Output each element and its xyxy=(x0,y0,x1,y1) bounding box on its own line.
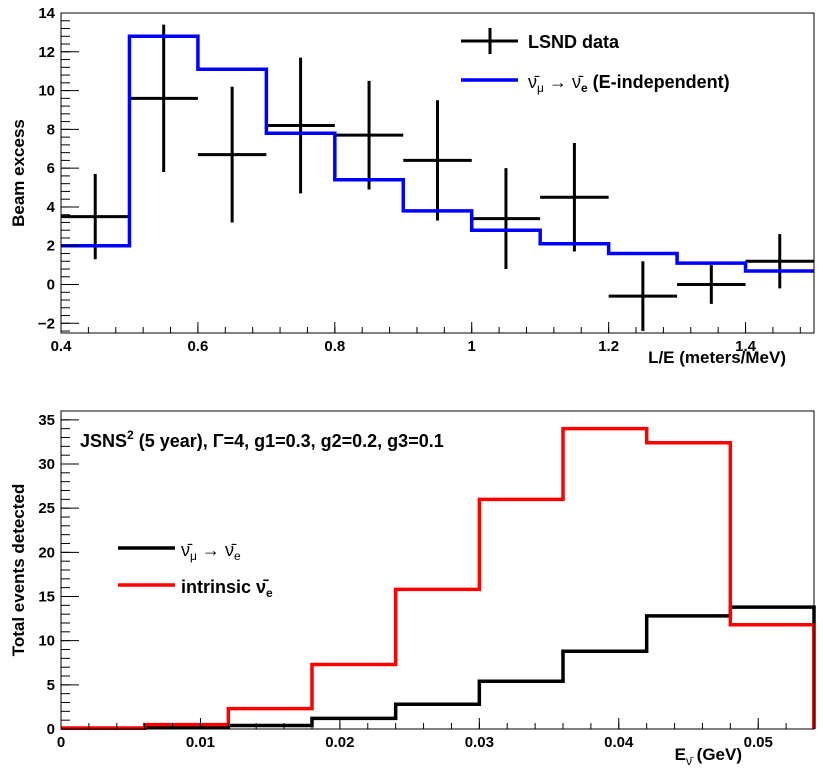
bottom-x-tick-label: 0.04 xyxy=(604,734,634,751)
bottom-axes: 0 0.01 0.02 0.03 0.04 0.05 0 5 10 15 20 25 30 35 xyxy=(38,410,815,751)
top-frame xyxy=(60,12,815,334)
bottom-y-tick-label: 25 xyxy=(38,500,55,517)
top-series-2-step xyxy=(61,34,814,273)
bottom-y-axis-label: Total events detected xyxy=(9,484,28,657)
top-legend: LSND data ν̄μ → ν̄e (E-independent) xyxy=(461,28,730,95)
legend-intrinsic-label: intrinsic ν̄e xyxy=(181,577,273,600)
bottom-y-tick-label: 5 xyxy=(47,677,55,694)
top-y-tick-label: 6 xyxy=(47,160,55,177)
top-x-tick-label: 1.2 xyxy=(598,338,619,355)
top-y-tick-label: −2 xyxy=(38,315,55,332)
bottom-frame xyxy=(60,410,815,730)
bottom-x-tick-label: 0.02 xyxy=(325,734,354,751)
top-x-tick-label: 0.6 xyxy=(187,338,208,355)
bottom-legend: ν̄μ → ν̄e intrinsic ν̄e xyxy=(118,540,273,600)
top-y-tick-label: 14 xyxy=(38,5,55,22)
legend-data-label: LSND data xyxy=(528,32,620,52)
bottom-y-tick-label: 30 xyxy=(38,456,55,473)
bottom-series-2-step xyxy=(61,426,816,730)
bottom-x-tick-label: 0.01 xyxy=(186,734,215,751)
bottom-x-tick-label: 0.05 xyxy=(744,734,773,751)
bottom-y-tick-label: 0 xyxy=(47,721,55,738)
top-x-tick-label: 1.4 xyxy=(735,338,757,355)
top-y-tick-label: 8 xyxy=(47,121,55,138)
top-x-tick-label: 1 xyxy=(468,338,476,355)
top-panel: 0.4 0.6 0.8 1 1.2 1.4 −2 0 2 4 6 8 10 12 14 L/E (meter… xyxy=(9,5,815,367)
top-x-tick-label: 0.8 xyxy=(324,338,345,355)
legend-prediction-label: ν̄μ → ν̄e (E-independent) xyxy=(528,72,730,95)
bottom-y-tick-label: 20 xyxy=(38,544,55,561)
top-y-tick-label: 12 xyxy=(38,44,55,61)
legend-oscillation-label: ν̄μ → ν̄e xyxy=(181,540,241,563)
bottom-x-tick-label: 0.03 xyxy=(465,734,494,751)
bottom-y-tick-label: 10 xyxy=(38,633,55,650)
top-y-tick-label: 2 xyxy=(47,238,55,255)
bottom-plot-area xyxy=(61,426,816,730)
top-x-tick-label: 0.4 xyxy=(51,338,73,355)
top-y-tick-label: 4 xyxy=(47,199,56,216)
top-y-axis-label: Beam excess xyxy=(9,119,28,227)
top-axes: 0.4 0.6 0.8 1 1.2 1.4 −2 0 2 4 6 8 10 12 14 xyxy=(38,5,801,355)
bottom-panel: 0 0.01 0.02 0.03 0.04 0.05 0 5 10 15 20 25 30 35 Eν̄ … xyxy=(9,410,816,768)
bottom-annotation: JSNS2 (5 year), Γ=4, g1=0.3, g2=0.2, g3=… xyxy=(80,428,444,451)
bottom-series-1-step xyxy=(61,605,816,730)
top-y-tick-label: 10 xyxy=(38,83,55,100)
bottom-x-tick-label: 0 xyxy=(57,734,65,751)
top-y-tick-label: 0 xyxy=(47,277,55,294)
top-x-axis-label: L/E (meters/MeV) xyxy=(648,348,786,367)
bottom-x-axis-label: Eν̄ (GeV) xyxy=(675,745,742,768)
top-plot-area xyxy=(61,24,814,332)
bottom-y-tick-label: 15 xyxy=(38,589,55,606)
bottom-y-tick-label: 35 xyxy=(38,412,55,429)
